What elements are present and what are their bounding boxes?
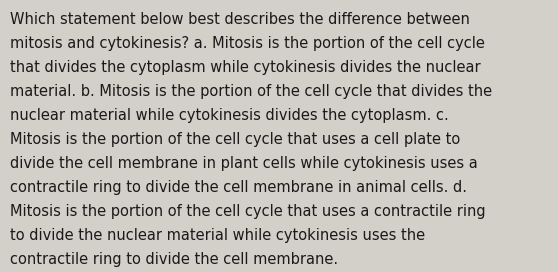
Text: nuclear material while cytokinesis divides the cytoplasm. c.: nuclear material while cytokinesis divid… (10, 108, 449, 123)
Text: divide the cell membrane in plant cells while cytokinesis uses a: divide the cell membrane in plant cells … (10, 156, 478, 171)
Text: material. b. Mitosis is the portion of the cell cycle that divides the: material. b. Mitosis is the portion of t… (10, 84, 492, 99)
Text: Mitosis is the portion of the cell cycle that uses a contractile ring: Mitosis is the portion of the cell cycle… (10, 204, 485, 219)
Text: that divides the cytoplasm while cytokinesis divides the nuclear: that divides the cytoplasm while cytokin… (10, 60, 480, 75)
Text: Mitosis is the portion of the cell cycle that uses a cell plate to: Mitosis is the portion of the cell cycle… (10, 132, 460, 147)
Text: contractile ring to divide the cell membrane.: contractile ring to divide the cell memb… (10, 252, 338, 267)
Text: Which statement below best describes the difference between: Which statement below best describes the… (10, 12, 470, 27)
Text: to divide the nuclear material while cytokinesis uses the: to divide the nuclear material while cyt… (10, 228, 425, 243)
Text: mitosis and cytokinesis? a. Mitosis is the portion of the cell cycle: mitosis and cytokinesis? a. Mitosis is t… (10, 36, 485, 51)
Text: contractile ring to divide the cell membrane in animal cells. d.: contractile ring to divide the cell memb… (10, 180, 467, 195)
